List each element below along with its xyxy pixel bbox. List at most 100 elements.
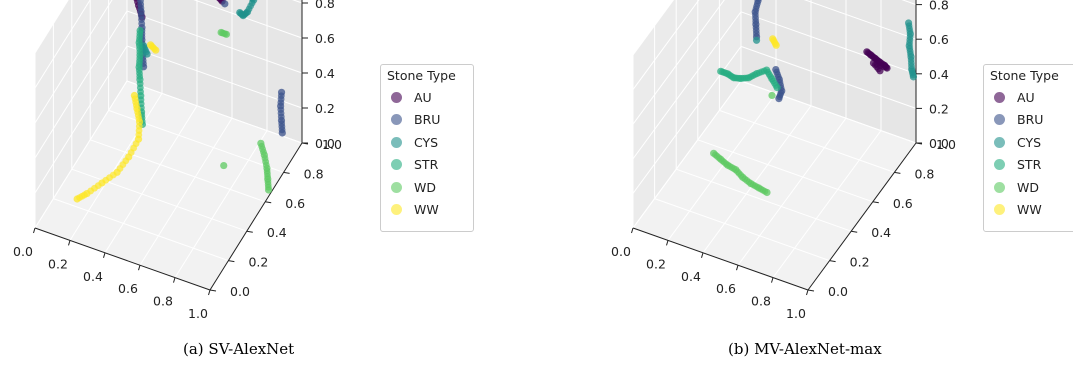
y-axis-line [807,142,917,291]
gridline [632,80,742,229]
point-ww [772,41,780,49]
gridline [697,139,873,203]
z-tick-label: 0.6 [929,32,949,47]
legend-item-ww: WW [387,199,467,222]
gridline [69,93,163,241]
x-tick [736,265,739,271]
point-wd [220,161,228,170]
x-tick-label: 0.4 [681,269,701,284]
y-tick-label: 0.6 [893,196,913,211]
x-tick-label: 0.4 [83,269,103,284]
z-tick-label: 0.0 [929,136,949,151]
z-tick-label: 0.2 [929,101,949,116]
z-tick-label: 0.8 [315,0,335,11]
point-cys [143,50,151,58]
point-cys [236,8,244,17]
y-axis-line [209,142,303,291]
gridline [719,109,895,173]
legend-item-cys: CYS [387,131,467,154]
point-cys [752,36,761,44]
x-tick-label: 0.6 [716,281,736,296]
x-tick-label: 1.0 [786,306,806,321]
y-tick [301,142,309,145]
z-tick-label: 0.4 [929,67,949,82]
y-tick-label: 0.0 [230,284,250,299]
point-bru [775,95,783,103]
gridline [104,105,198,254]
gridline [654,198,830,262]
legend-label: WD [1017,179,1039,195]
back-pane [741,0,916,143]
left-pane [35,0,127,228]
y-tick [872,201,879,204]
point-cys [909,73,918,81]
gridline [740,80,917,144]
y-tick-label: 0.8 [914,166,934,181]
y-tick [228,260,235,263]
gridline [90,139,266,203]
z-tick-label: 0.4 [315,66,335,81]
legend-items-a: AU BRU CYS STR WD WW [387,86,467,221]
x-tick-label: 0.8 [153,294,173,309]
legend-swatch [994,136,1005,148]
y-tick [265,201,272,204]
x-tick [103,252,106,258]
legend-label: CYS [1017,134,1042,150]
x-tick [701,252,704,258]
y-tick-label: 0.8 [304,166,324,181]
legend-label: STR [1017,157,1042,173]
gridline [632,0,725,125]
legend-item-bru: BRU [387,109,467,132]
legend-label: WW [414,202,439,218]
legend-item-au: AU [387,86,467,109]
caption-b: (b) MV-AlexNet-max [728,340,882,358]
y-tick-label: 0.4 [871,225,891,240]
y-tick-label: 0.2 [248,255,268,270]
legend-swatch [391,159,402,171]
x-tick-label: 0.0 [611,244,631,259]
gridline [702,105,812,254]
caption-a: (a) SV-AlexNet [183,340,295,358]
x-tick-label: 1.0 [188,306,208,321]
point-str [773,84,781,92]
gridline [193,0,303,39]
legend-a: Stone Type AU BRU CYS STR WD WW [380,64,474,232]
legend-label: AU [1017,89,1035,105]
gridline [53,198,229,262]
legend-item-wd: WD [990,176,1070,199]
gridline [632,0,675,56]
point-bru [278,129,286,137]
gridline [139,117,233,266]
legend-item-cys: CYS [990,131,1070,154]
legend-label: WD [414,179,436,195]
gridline [34,10,128,159]
floor-pane [633,81,916,290]
y-tick-label: 1.0 [936,137,956,152]
legend-item-str: STR [990,154,1070,177]
z-tick-label: 0.6 [315,31,335,46]
legend-swatch [994,204,1005,216]
legend-swatch [391,91,402,103]
legend-b: Stone Type AU BRU CYS STR WD WW [983,64,1073,232]
x-tick [631,227,634,234]
z-tick-label: 0.2 [315,101,335,116]
point-wd [222,30,230,38]
legend-item-bru: BRU [990,109,1070,132]
gridline [772,130,882,278]
gridline [803,0,917,40]
legend-label: BRU [1017,112,1044,128]
y-tick [851,230,858,233]
x-tick-label: 0.2 [646,256,666,271]
gridline [34,0,91,89]
legend-swatch [994,114,1005,126]
gridline [126,80,303,144]
point-wd [768,91,776,100]
back-pane [127,0,302,143]
x-tick-label: 0.8 [751,294,771,309]
gridline [126,10,303,74]
legend-items-b: AU BRU CYS STR WD WW [990,86,1070,221]
scatter3d-plot-b: 0.00.00.00.2 0.20.20.40.40.40.60.60.60.80… [611,0,956,321]
legend-item-au: AU [990,86,1070,109]
point-ww [152,46,160,54]
gridline [126,45,303,109]
